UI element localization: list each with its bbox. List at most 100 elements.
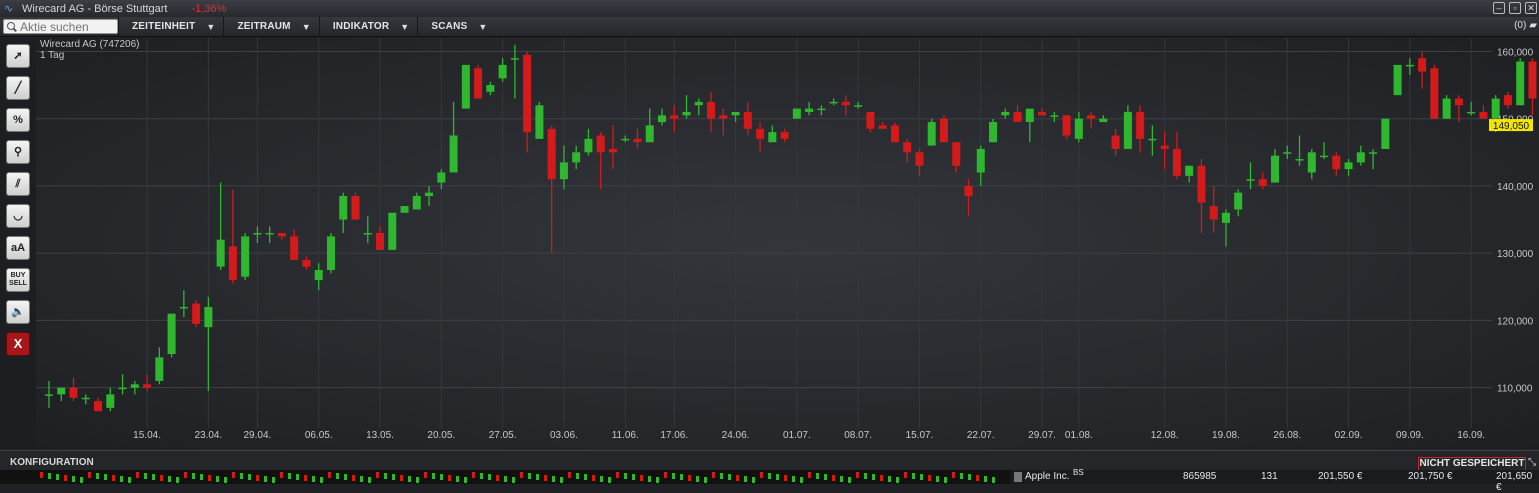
candle-body: [228, 246, 237, 281]
candle-body: [253, 233, 262, 235]
stock-search[interactable]: [3, 19, 118, 34]
candlestick-chart[interactable]: 110,000120,000130,000140,000150,000160,0…: [36, 38, 1539, 450]
mini-candle: [160, 475, 163, 481]
search-input[interactable]: [20, 19, 115, 34]
candle-body: [1185, 165, 1194, 176]
mini-candle: [776, 474, 779, 480]
mini-candle: [504, 476, 507, 482]
y-tick-label: 120,000: [1497, 316, 1534, 327]
mini-candle: [360, 476, 363, 482]
x-tick-label: 15.07.: [906, 430, 934, 441]
candle-body: [1258, 179, 1267, 186]
candle-body: [155, 357, 164, 381]
mini-candle: [872, 474, 875, 480]
mini-candle: [608, 477, 611, 483]
buy-sell-icon: BUY SELL: [9, 272, 27, 287]
candle-body: [1295, 159, 1304, 161]
mini-candle: [560, 477, 563, 483]
candle-body: [130, 384, 139, 388]
mini-candle: [832, 475, 835, 481]
candle-body: [854, 105, 863, 107]
mini-candle: [48, 473, 51, 479]
menu-zeiteinheit[interactable]: ZEITEINHEIT ▼: [118, 16, 223, 37]
mini-candle: [224, 477, 227, 483]
y-tick-label: 110,000: [1497, 384, 1533, 395]
x-tick-label: 17.06.: [660, 430, 688, 441]
mini-candle: [480, 473, 483, 479]
text-tool[interactable]: aA: [6, 236, 30, 260]
candle-body: [707, 101, 716, 119]
alert-count[interactable]: (0): [1514, 20, 1527, 31]
menu-indikator[interactable]: INDIKATOR ▼: [318, 16, 418, 37]
mini-candle: [56, 474, 59, 480]
ticker-volume: 131: [1261, 471, 1278, 482]
mini-candle: [336, 473, 339, 479]
mini-candle: [320, 477, 323, 483]
arc-tool[interactable]: ◡: [6, 204, 30, 228]
mini-candle: [984, 476, 987, 482]
mini-candle: [264, 476, 267, 482]
menu-scans[interactable]: SCANS ▼: [417, 16, 495, 37]
not-saved-badge[interactable]: NICHT GESPEICHERT: [1418, 457, 1526, 471]
candle-body: [1050, 115, 1059, 117]
candle-body: [1025, 108, 1034, 123]
mini-candle: [816, 473, 819, 479]
mini-candle: [208, 475, 211, 481]
channel-tool[interactable]: ⫽: [6, 172, 30, 196]
candle-body: [866, 111, 875, 129]
candle-body: [449, 135, 458, 173]
candle-body: [989, 122, 998, 143]
mini-candle: [96, 473, 99, 479]
delete-tool[interactable]: X: [6, 332, 30, 356]
last-price-label: 149,050: [1493, 121, 1530, 132]
mini-candle: [920, 474, 923, 480]
mini-candle: [840, 476, 843, 482]
mini-candle: [528, 473, 531, 479]
restore-icon[interactable]: ▫: [1509, 2, 1521, 14]
mini-candle: [824, 474, 827, 480]
ticker-name: Apple Inc.: [1025, 471, 1070, 482]
chevron-down-icon: ▼: [400, 21, 410, 32]
candle-body: [326, 236, 335, 270]
line-icon: ╱: [14, 82, 22, 94]
candle-body: [780, 132, 789, 139]
candle-body: [731, 111, 740, 116]
pointer-tool[interactable]: ➚: [6, 44, 30, 68]
candle-body: [302, 259, 311, 267]
mini-candle: [552, 476, 555, 482]
candle-body: [1087, 115, 1096, 119]
konfiguration-tab[interactable]: KONFIGURATION: [10, 457, 94, 468]
menu-zeitraum[interactable]: ZEITRAUM ▼: [223, 16, 318, 37]
price-chart[interactable]: 110,000120,000130,000140,000150,000160,0…: [36, 38, 1539, 450]
mini-candle: [192, 473, 195, 479]
mini-candle: [912, 473, 915, 479]
x-tick-label: 19.08.: [1212, 430, 1240, 441]
mini-candle: [232, 472, 235, 478]
candle-body: [179, 306, 188, 309]
zoom-tool[interactable]: ⚲: [6, 140, 30, 164]
candle-body: [547, 128, 556, 180]
fibonacci-tool[interactable]: %: [6, 108, 30, 132]
candle-body: [277, 233, 286, 237]
candle-body: [1209, 206, 1218, 220]
candle-body: [81, 397, 90, 400]
cursor-plus-icon: ➚: [13, 50, 23, 62]
candle-body: [106, 394, 115, 408]
buy-sell-tool[interactable]: BUY SELL: [6, 268, 30, 292]
mini-candle: [600, 476, 603, 482]
candle-body: [1221, 212, 1230, 223]
candle-body: [1344, 162, 1353, 170]
minimize-icon[interactable]: –: [1493, 2, 1505, 14]
ticker-row[interactable]: Apple Inc. BS 865985 131 201,550 € 201,7…: [1010, 468, 1539, 493]
mini-candle: [720, 473, 723, 479]
folder-icon[interactable]: ▰: [1529, 20, 1537, 31]
close-icon[interactable]: ✕: [1525, 2, 1537, 14]
mini-candle: [280, 472, 283, 478]
candle-body: [1393, 64, 1402, 96]
sound-tool[interactable]: 🔈: [6, 300, 30, 324]
pin-icon[interactable]: ⤡: [1528, 457, 1536, 468]
line-tool[interactable]: ╱: [6, 76, 30, 100]
candle-body: [645, 125, 654, 143]
mini-candle: [624, 473, 627, 479]
chart-header: Wirecard AG (747206) 1 Tag: [40, 39, 140, 61]
